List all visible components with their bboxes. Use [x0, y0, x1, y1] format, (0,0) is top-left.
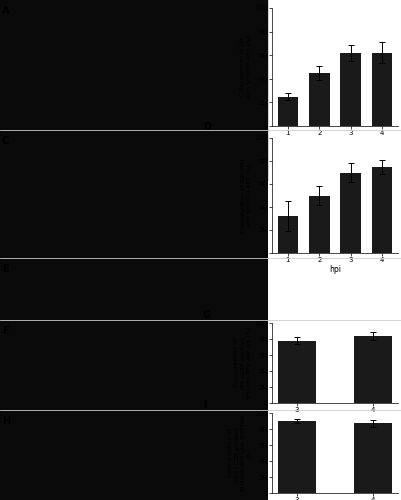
Y-axis label: Colocalization of Ub
with SH1000-RFP (%): Colocalization of Ub with SH1000-RFP (%) [240, 36, 251, 98]
Bar [340, 53, 360, 126]
Text: D: D [202, 122, 210, 132]
Bar [371, 167, 391, 253]
Bar [277, 216, 298, 253]
X-axis label: hpi: hpi [328, 264, 340, 274]
Bar [308, 73, 329, 126]
Bar [353, 424, 391, 493]
Text: C: C [2, 136, 9, 146]
Text: A: A [2, 6, 10, 16]
Text: E: E [2, 264, 8, 274]
Text: F: F [2, 326, 8, 336]
X-axis label: hpi: hpi [328, 414, 340, 424]
Bar [353, 336, 391, 403]
Bar [277, 340, 315, 403]
Text: H: H [2, 416, 10, 426]
Bar [308, 196, 329, 253]
Y-axis label: Colocalization of SQSTM1
with SH1000-RFP (%): Colocalization of SQSTM1 with SH1000-RFP… [240, 158, 251, 233]
Text: B: B [202, 0, 210, 2]
Bar [340, 172, 360, 253]
Text: G: G [202, 310, 210, 320]
Bar [371, 53, 391, 126]
X-axis label: hpi: hpi [328, 138, 340, 146]
Bar [277, 421, 315, 493]
Text: I: I [202, 400, 206, 410]
Y-axis label: Colocalization of
GFP-LC3B-positive
SH1000-RFP with Ub (%): Colocalization of GFP-LC3B-positive SH10… [233, 326, 251, 400]
Bar [277, 96, 298, 126]
Y-axis label: Colocalization of
GFP-LC3B-positive
SH1000-RFP with SQSTM1
(%): Colocalization of GFP-LC3B-positive SH10… [227, 414, 251, 492]
